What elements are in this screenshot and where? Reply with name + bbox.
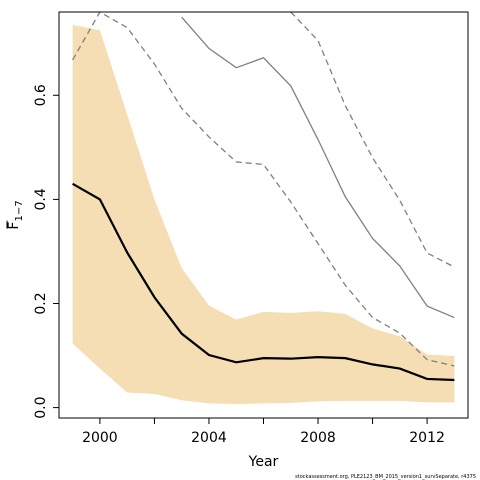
confidence-band: [72, 25, 455, 404]
y-tick-label: 0.2: [33, 292, 49, 314]
comparison-upper-dashed-line: [290, 12, 455, 268]
comparison-lower-dashed-line: [72, 12, 455, 367]
x-tick-label: 2000: [82, 430, 118, 446]
footer-text: stockassessment.org, PLE2123_BM_2015_ver…: [295, 474, 476, 480]
x-tick-label: 2004: [191, 430, 227, 446]
x-tick-label: 2008: [300, 430, 336, 446]
estimate-line: [72, 182, 455, 382]
y-axis-label-main: F: [6, 222, 22, 230]
svg-text:F1−7: F1−7: [6, 200, 25, 229]
y-axis-label: F1−7: [6, 200, 25, 229]
y-axis: 0.0 0.2 0.4 0.6: [33, 84, 59, 419]
y-tick-label: 0.0: [33, 396, 49, 418]
comparison-estimate-line: [181, 16, 455, 319]
x-axis-label: Year: [248, 454, 279, 470]
x-axis: 2000 2004 2008 2012: [82, 418, 445, 446]
confidence-band-layer: [72, 25, 455, 404]
y-tick-label: 0.4: [33, 188, 49, 210]
x-tick-label: 2012: [409, 430, 445, 446]
lines-layer: [72, 12, 455, 382]
y-tick-label: 0.6: [33, 84, 49, 106]
y-axis-label-subscript: 1−7: [14, 200, 25, 221]
